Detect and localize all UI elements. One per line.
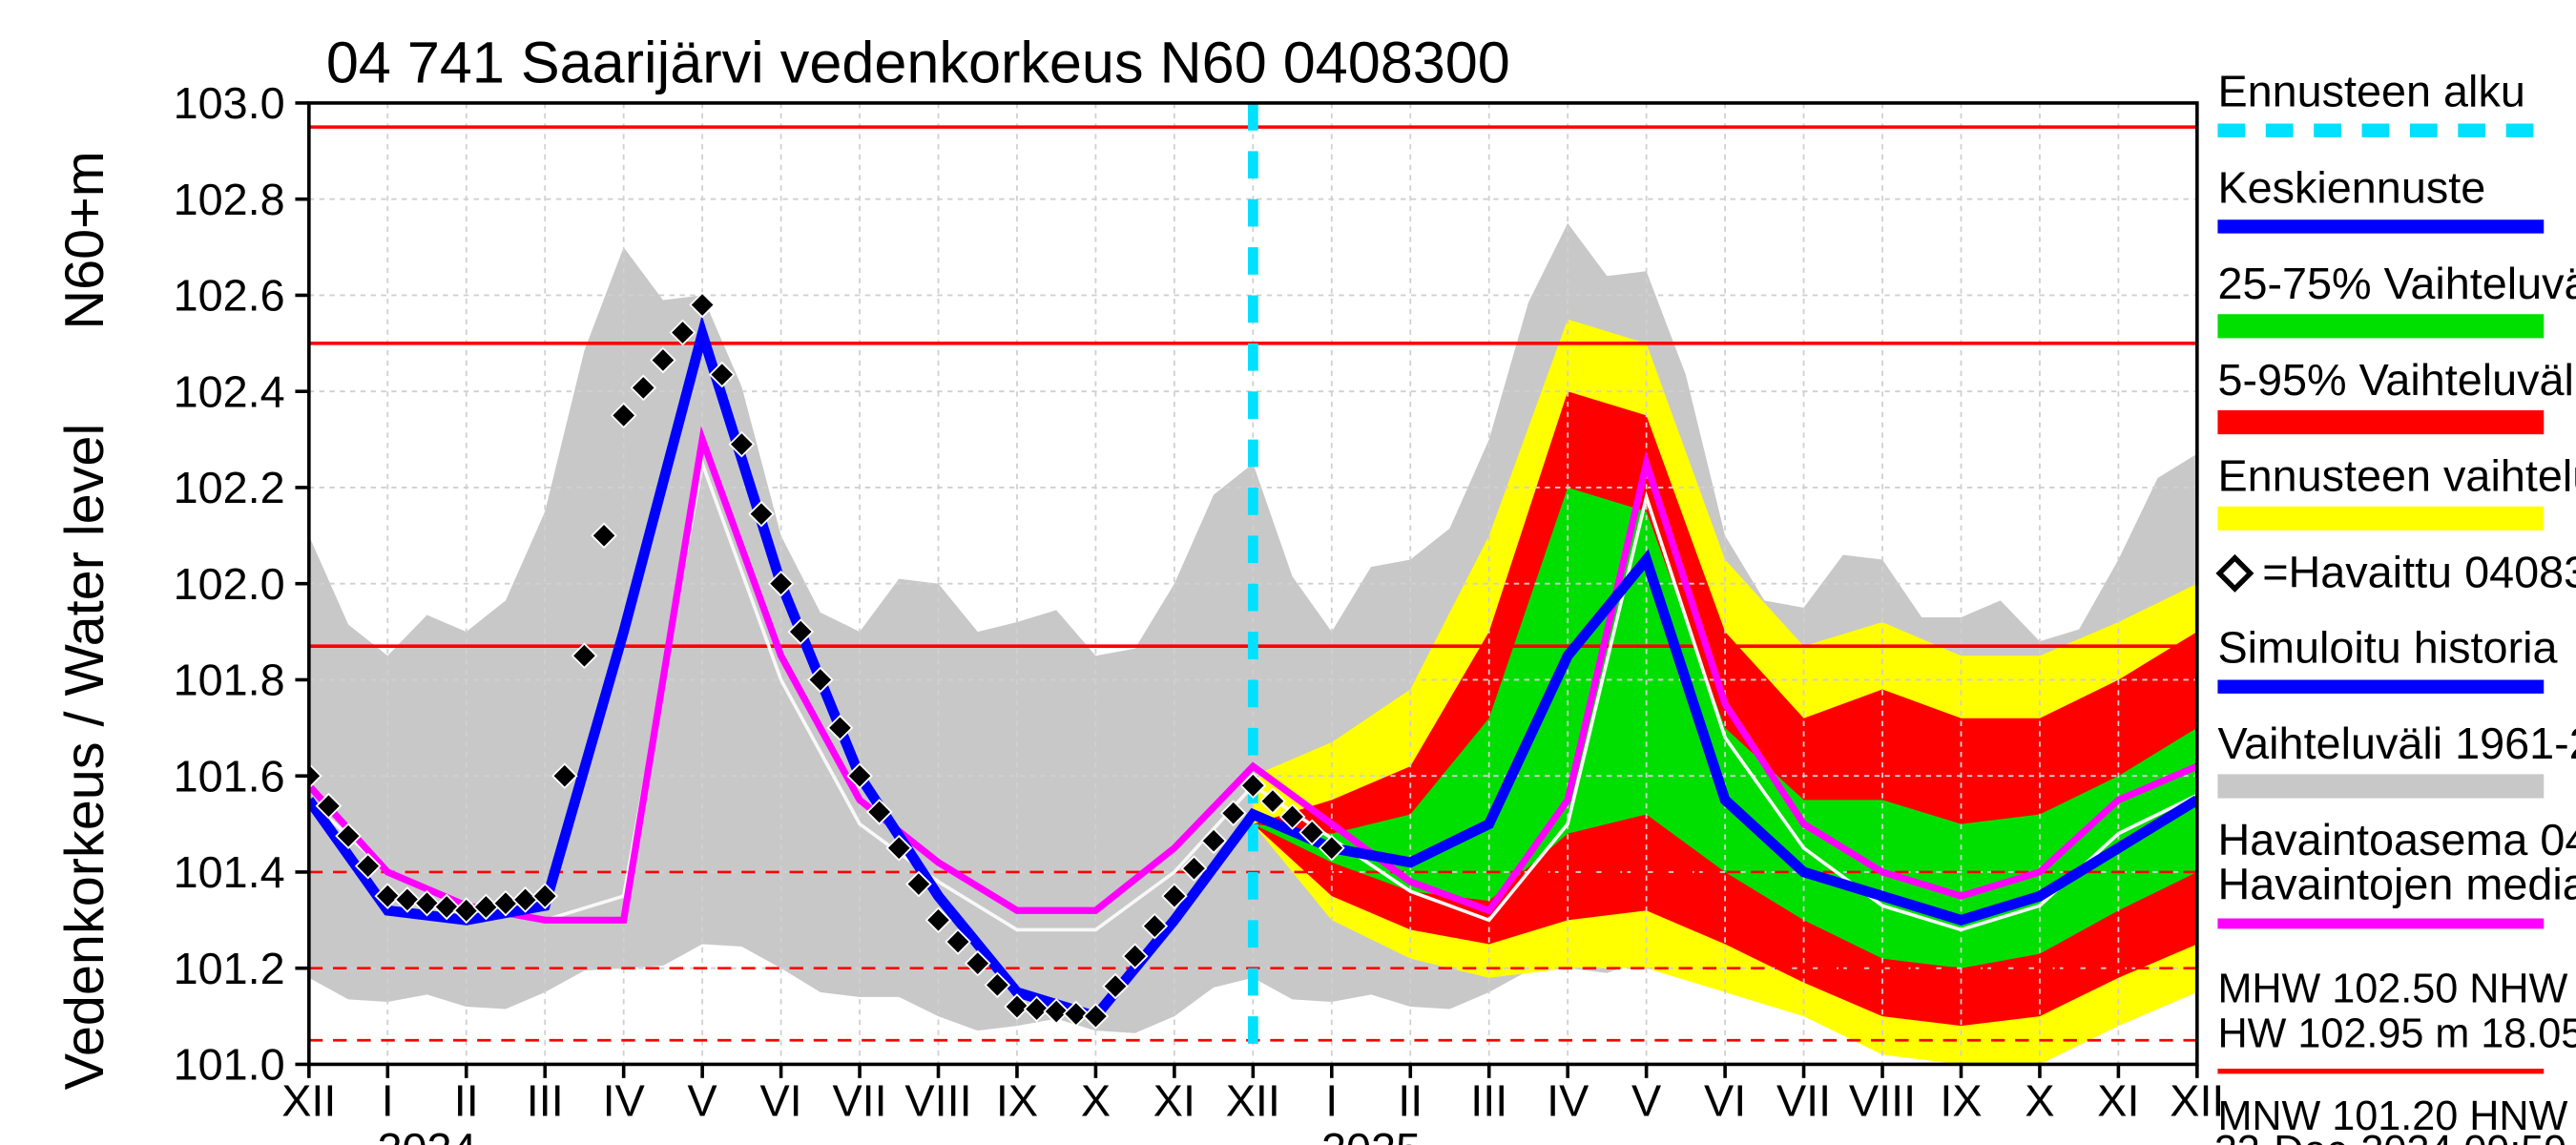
x-tick-label: V <box>1631 1075 1661 1125</box>
x-tick-label: I <box>1325 1075 1338 1125</box>
legend-note: HW 102.95 m 18.05.1971 <box>2217 1010 2576 1056</box>
chart-title: 04 741 Saarijärvi vedenkorkeus N60 04083… <box>326 30 1510 94</box>
y-tick-label: 101.6 <box>174 751 285 801</box>
year-label: 2025 <box>1321 1124 1421 1145</box>
y-tick-label: 101.2 <box>174 944 285 993</box>
legend-label: Simuloitu historia <box>2217 622 2558 672</box>
legend-swatch <box>2217 774 2544 798</box>
legend-swatch <box>2219 558 2250 589</box>
legend-note: NW 101.05 m 23.09.2006 <box>2217 1138 2576 1145</box>
legend-swatch <box>2217 410 2544 434</box>
x-tick-label: VI <box>1704 1075 1746 1125</box>
x-tick-label: III <box>527 1075 564 1125</box>
legend-label: Vaihteluväli 1961-2023 <box>2217 718 2576 768</box>
y-tick-label: 101.8 <box>174 656 285 705</box>
legend-label: 5-95% Vaihteluväli <box>2217 355 2576 405</box>
x-tick-label: X <box>1081 1075 1111 1125</box>
x-tick-label: X <box>2025 1075 2054 1125</box>
legend-label: =Havaittu 0408300 <box>2262 547 2576 596</box>
y-tick-label: 102.8 <box>174 175 285 224</box>
x-tick-label: VII <box>1776 1075 1831 1125</box>
x-tick-label: XII <box>281 1075 336 1125</box>
legend-swatch <box>2217 507 2544 531</box>
x-tick-label: VI <box>759 1075 801 1125</box>
x-tick-label: IX <box>996 1075 1038 1125</box>
legend-label: Ennusteen alku <box>2217 67 2524 116</box>
y-tick-label: 101.4 <box>174 847 285 897</box>
x-tick-label: VIII <box>1849 1075 1916 1125</box>
x-tick-label: XI <box>1153 1075 1195 1125</box>
y-tick-label: 102.0 <box>174 559 285 609</box>
legend-label: Keskiennuste <box>2217 162 2485 212</box>
legend-note: MHW 102.50 NHW 101.87 <box>2217 967 2576 1012</box>
y-tick-label: 101.0 <box>174 1040 285 1090</box>
x-tick-label: V <box>688 1075 717 1125</box>
legend-swatch <box>2217 314 2544 338</box>
legend-label: Ennusteen vaihteluväli <box>2217 451 2576 501</box>
x-tick-label: XII <box>2170 1075 2224 1125</box>
x-tick-label: I <box>382 1075 394 1125</box>
legend-label: Havaintojen mediaani <box>2217 860 2576 909</box>
y-tick-label: 102.4 <box>174 366 285 416</box>
x-tick-label: II <box>1398 1075 1423 1125</box>
y-axis-unit: N60+m <box>54 151 115 329</box>
legend-label: 25-75% Vaihteluväli <box>2217 259 2576 308</box>
legend-note: MNW 101.20 HNW 101.40 <box>2217 1093 2576 1139</box>
x-tick-label: XII <box>1226 1075 1280 1125</box>
y-tick-label: 103.0 <box>174 78 285 128</box>
x-tick-label: VII <box>832 1075 886 1125</box>
x-tick-label: IV <box>1547 1075 1589 1125</box>
chart-container: 101.0 101.2 101.4 101.6 101.8 102.0 102.2 102.4… <box>0 0 2576 1145</box>
x-tick-label: IX <box>1940 1075 1982 1125</box>
legend-label: Havaintoasema 0408300 <box>2217 815 2576 864</box>
y-axis-label: Vedenkorkeus / Water level <box>54 424 115 1091</box>
year-label: 2024 <box>378 1124 477 1145</box>
x-tick-label: XI <box>2097 1075 2139 1125</box>
y-tick-label: 102.6 <box>174 271 285 321</box>
x-tick-label: III <box>1470 1075 1507 1125</box>
x-tick-label: II <box>454 1075 479 1125</box>
x-tick-label: VIII <box>904 1075 971 1125</box>
x-tick-label: IV <box>603 1075 645 1125</box>
y-tick-label: 102.2 <box>174 463 285 512</box>
